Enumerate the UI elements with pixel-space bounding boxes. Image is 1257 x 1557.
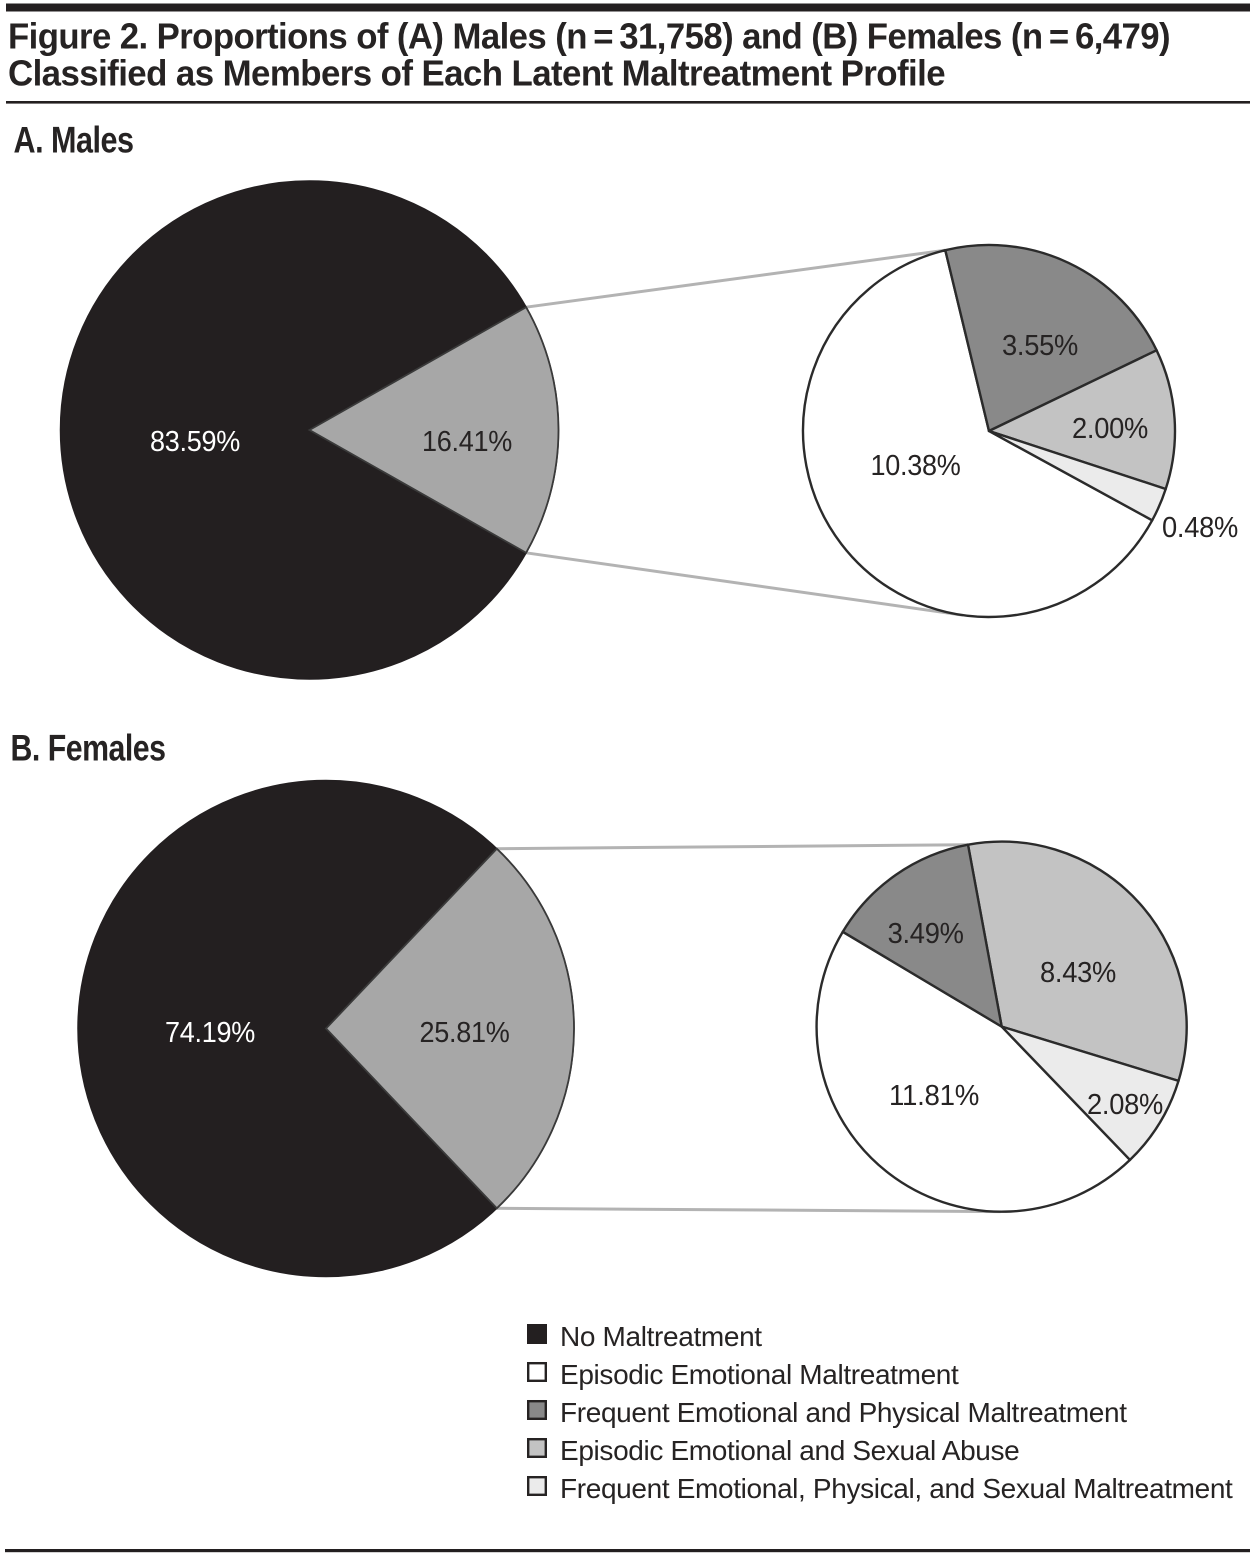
svg-text:2.08%: 2.08% — [1087, 1089, 1163, 1121]
svg-text:3.49%: 3.49% — [888, 918, 964, 950]
svg-text:3.55%: 3.55% — [1002, 330, 1078, 362]
svg-text:25.81%: 25.81% — [420, 1017, 510, 1049]
svg-text:Figure 2. Proportions of (A) M: Figure 2. Proportions of (A) Males (n = … — [8, 16, 1170, 57]
svg-text:11.81%: 11.81% — [889, 1080, 979, 1112]
svg-text:2.00%: 2.00% — [1072, 413, 1148, 445]
svg-text:83.59%: 83.59% — [150, 426, 240, 458]
svg-text:Frequent Emotional and Physica: Frequent Emotional and Physical Maltreat… — [560, 1397, 1127, 1428]
svg-text:0.48%: 0.48% — [1162, 512, 1238, 544]
svg-text:A. Males: A. Males — [14, 120, 134, 161]
svg-text:Episodic Emotional and Sexual: Episodic Emotional and Sexual Abuse — [560, 1435, 1019, 1466]
svg-text:8.43%: 8.43% — [1040, 957, 1116, 989]
svg-text:B. Females: B. Females — [11, 728, 166, 769]
svg-text:16.41%: 16.41% — [422, 426, 512, 458]
svg-text:74.19%: 74.19% — [165, 1017, 255, 1049]
svg-text:Frequent Emotional, Physical,: Frequent Emotional, Physical, and Sexual… — [560, 1473, 1233, 1504]
svg-text:Classified as Members of Each: Classified as Members of Each Latent Mal… — [8, 53, 945, 94]
svg-text:No Maltreatment: No Maltreatment — [560, 1321, 762, 1352]
svg-text:10.38%: 10.38% — [871, 450, 961, 482]
svg-text:Episodic Emotional Maltreatmen: Episodic Emotional Maltreatment — [560, 1359, 959, 1390]
